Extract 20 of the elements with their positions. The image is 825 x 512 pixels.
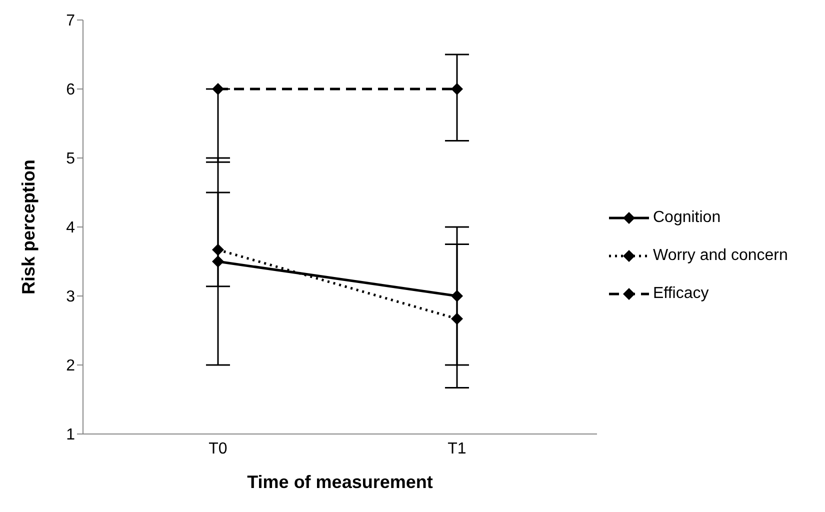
y-tick-label: 1 bbox=[66, 426, 76, 444]
point bbox=[451, 83, 463, 95]
point bbox=[212, 244, 224, 256]
y-tick-label: 4 bbox=[66, 220, 76, 237]
legend-label: Efficacy bbox=[653, 285, 709, 303]
x-tick-label: T1 bbox=[448, 440, 466, 458]
point bbox=[451, 312, 463, 325]
point bbox=[451, 290, 463, 302]
legend-label: Worry and concern bbox=[653, 247, 788, 265]
point bbox=[212, 256, 224, 268]
y-tick-label: 7 bbox=[66, 12, 76, 30]
y-tick-label: 3 bbox=[66, 288, 76, 306]
y-tick-label: 6 bbox=[66, 82, 76, 99]
x-tick-label: T0 bbox=[208, 440, 228, 458]
point bbox=[212, 83, 224, 95]
y-tick-label: 5 bbox=[66, 150, 76, 168]
y-tick-label: 2 bbox=[66, 358, 76, 375]
x-axis-title: Time of measurement bbox=[247, 472, 433, 492]
y-axis-title: Risk perception bbox=[18, 159, 38, 295]
legend-label: Cognition bbox=[653, 209, 721, 227]
